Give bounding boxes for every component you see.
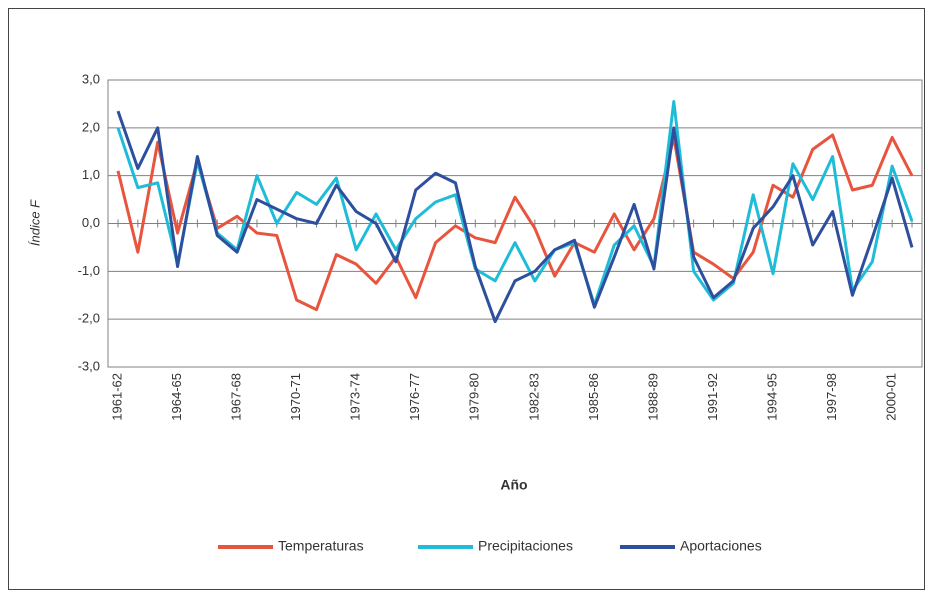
line-series bbox=[116, 100, 914, 307]
legend-label: Temperaturas bbox=[278, 538, 364, 554]
y-axis-label: Índice F bbox=[27, 199, 42, 246]
y-tick-label: 3,0 bbox=[82, 71, 100, 86]
x-tick-label: 1970-71 bbox=[288, 373, 303, 421]
x-axis-label: Año bbox=[500, 477, 527, 493]
y-tick-label: 0,0 bbox=[82, 215, 100, 230]
x-tick-label: 1967-68 bbox=[229, 373, 244, 421]
x-tick-label: 1973-74 bbox=[348, 373, 363, 421]
x-tick-label: 1964-65 bbox=[169, 373, 184, 421]
y-tick-label: 1,0 bbox=[82, 167, 100, 182]
x-tick-label: 1985-86 bbox=[586, 373, 601, 421]
x-tick-label: 1976-77 bbox=[407, 373, 422, 421]
y-tick-label: -3,0 bbox=[78, 358, 100, 373]
chart-frame bbox=[8, 8, 925, 590]
y-tick-label: -2,0 bbox=[78, 311, 100, 326]
x-tick-label: 2000-01 bbox=[884, 373, 899, 421]
line-series bbox=[116, 133, 914, 312]
x-tick-label: 1961-62 bbox=[109, 373, 124, 421]
x-tick-label: 1997-98 bbox=[824, 373, 839, 421]
legend-label: Aportaciones bbox=[680, 538, 762, 554]
line-series bbox=[116, 110, 914, 324]
x-tick-label: 1988-89 bbox=[645, 373, 660, 421]
x-tick-label: 1994-95 bbox=[764, 373, 779, 421]
y-tick-label: 2,0 bbox=[82, 119, 100, 134]
legend-label: Precipitaciones bbox=[478, 538, 573, 554]
x-tick-label: 1982-83 bbox=[526, 373, 541, 421]
y-tick-label: -1,0 bbox=[78, 263, 100, 278]
x-tick-label: 1991-92 bbox=[705, 373, 720, 421]
x-tick-label: 1979-80 bbox=[467, 373, 482, 421]
